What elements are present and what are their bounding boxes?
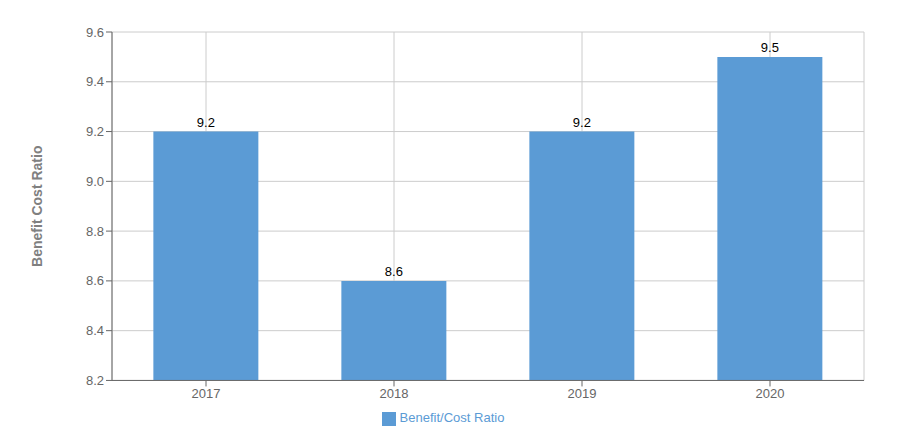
html-text:Benefit/Cost Ratio: Benefit/Cost Ratio [399, 410, 505, 426]
svg-text:2019: 2019 [568, 386, 597, 401]
svg-text:9.4: 9.4 [86, 74, 104, 89]
svg-text:9.5: 9.5 [761, 40, 779, 55]
svg-text:9.6: 9.6 [86, 25, 104, 40]
svg-text:Benefit Cost Ratio: Benefit Cost Ratio [29, 146, 45, 267]
svg-text:9.2: 9.2 [86, 124, 104, 139]
svg-text:9.2: 9.2 [573, 115, 591, 130]
svg-text:8.6: 8.6 [86, 273, 104, 288]
svg-text:8.6: 8.6 [385, 264, 403, 279]
svg-text:8.8: 8.8 [86, 224, 104, 239]
svg-text:2017: 2017 [192, 386, 221, 401]
svg-text:8.2: 8.2 [86, 373, 104, 388]
svg-text:9.2: 9.2 [197, 115, 215, 130]
svg-text:2020: 2020 [756, 386, 785, 401]
svg-text:9.0: 9.0 [86, 174, 104, 189]
svg-text:8.4: 8.4 [86, 323, 104, 338]
svg-text:2018: 2018 [380, 386, 409, 401]
